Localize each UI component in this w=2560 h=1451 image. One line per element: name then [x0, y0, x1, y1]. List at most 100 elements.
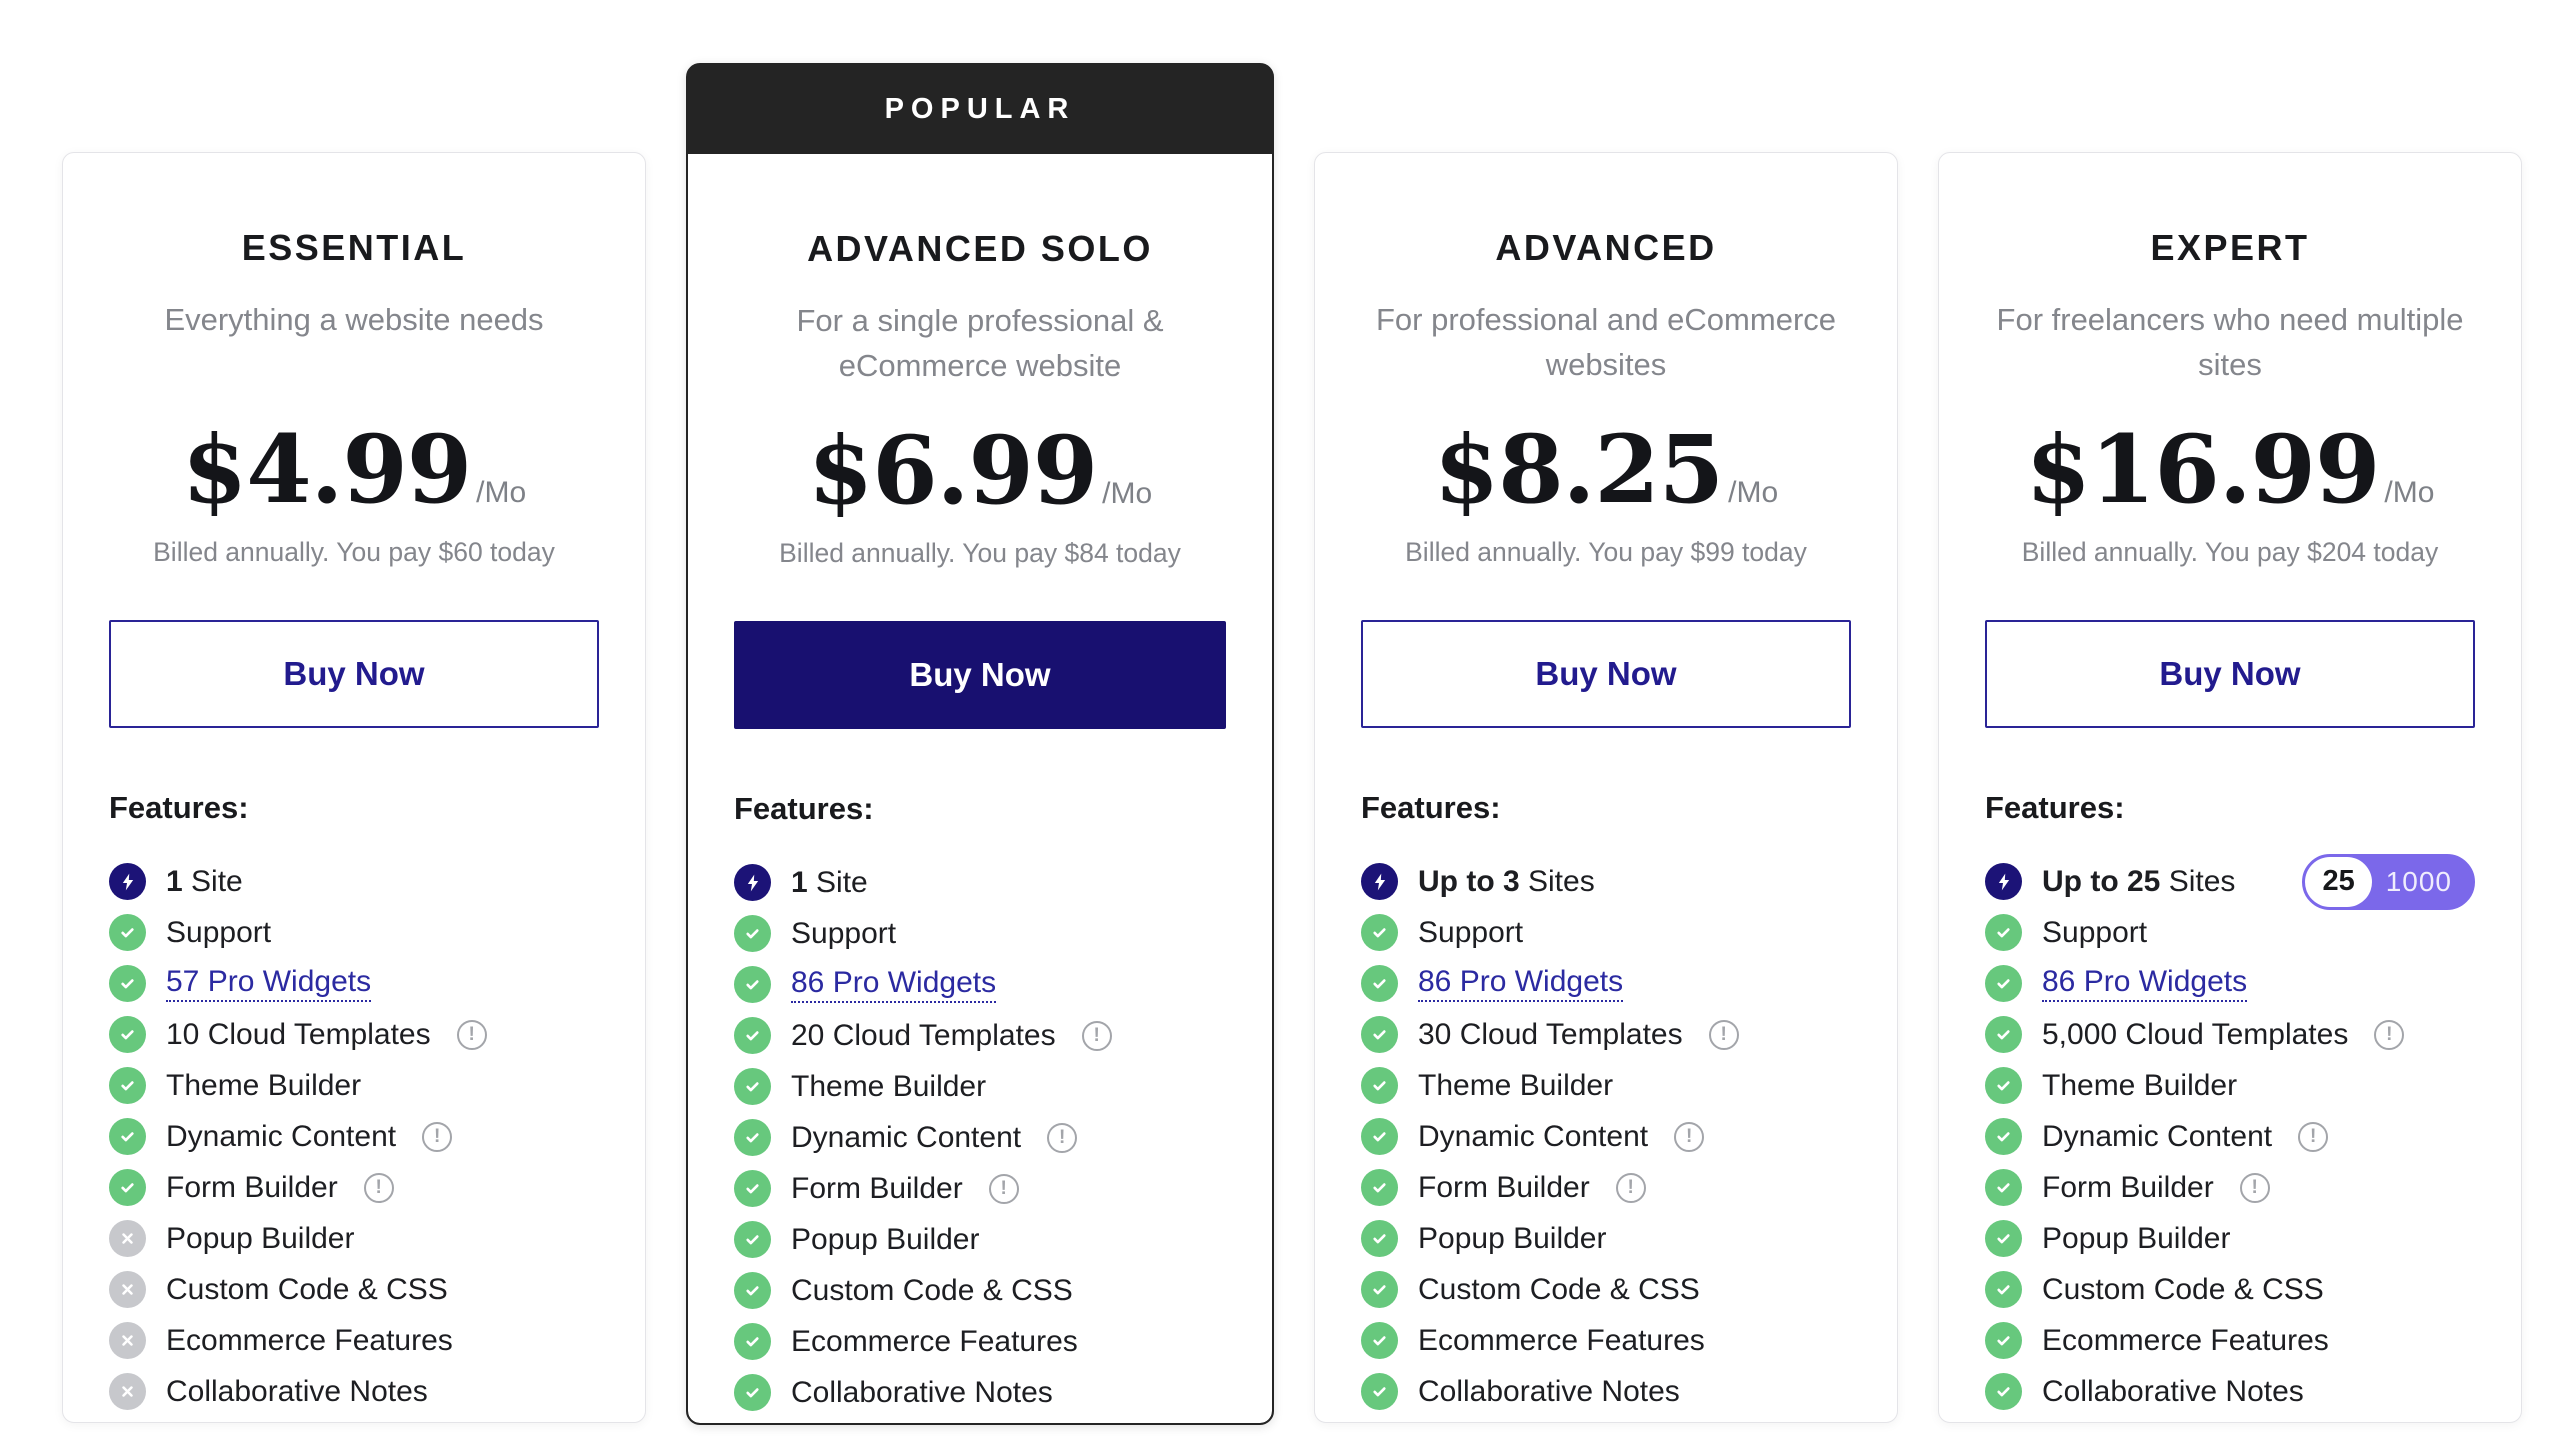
- check-icon: [734, 1221, 771, 1258]
- buy-now-button[interactable]: Buy Now: [1985, 620, 2475, 728]
- feature-row: Form Builder!: [1985, 1162, 2475, 1213]
- feature-row: Theme Builder: [1361, 1060, 1851, 1111]
- check-icon: [1985, 1373, 2022, 1410]
- info-icon[interactable]: !: [1708, 1019, 1739, 1050]
- feature-link[interactable]: 86 Pro Widgets: [791, 966, 997, 1003]
- feature-text: Popup Builder: [1418, 1221, 1607, 1255]
- info-icon[interactable]: !: [2374, 1019, 2405, 1050]
- toggle-option-25[interactable]: 25: [2305, 856, 2372, 907]
- feature-text: Custom Code & CSS: [166, 1272, 448, 1306]
- price-amount: $8.25: [1433, 415, 1724, 525]
- feature-row: Support: [1985, 907, 2475, 958]
- feature-text: Custom Code & CSS: [2042, 1272, 2324, 1306]
- billing-note: Billed annually. You pay $204 today: [2021, 537, 2439, 567]
- feature-text: Popup Builder: [2042, 1221, 2231, 1255]
- feature-row: Dynamic Content!: [1985, 1111, 2475, 1162]
- feature-text: 30 Cloud Templates: [1418, 1017, 1683, 1051]
- check-icon: [109, 1067, 146, 1104]
- feature-text: Form Builder: [1418, 1170, 1590, 1204]
- buy-now-button[interactable]: Buy Now: [1361, 620, 1851, 728]
- feature-row: Popup Builder: [1361, 1213, 1851, 1264]
- bolt-icon: [109, 863, 146, 900]
- sites-toggle[interactable]: 25 1000: [2302, 853, 2475, 910]
- check-icon: [1361, 965, 1398, 1002]
- feature-row: Collaborative Notes: [1985, 1366, 2475, 1417]
- check-icon: [109, 914, 146, 951]
- feature-text: Up to 25 Sites: [2042, 864, 2236, 898]
- feature-text: Ecommerce Features: [166, 1323, 453, 1357]
- feature-link[interactable]: 57 Pro Widgets: [166, 965, 372, 1002]
- plan-card-advanced: ADVANCED For professional and eCommerce …: [1314, 152, 1898, 1423]
- price-amount: $4.99: [181, 415, 472, 525]
- feature-row: Support: [109, 907, 599, 958]
- feature-text: Collaborative Notes: [166, 1374, 428, 1408]
- feature-text: Ecommerce Features: [2042, 1323, 2329, 1357]
- check-icon: [1361, 1118, 1398, 1155]
- feature-text: Support: [2042, 915, 2148, 949]
- feature-row: Form Builder!: [734, 1163, 1226, 1214]
- feature-text: Support: [1418, 915, 1524, 949]
- feature-row: Popup Builder: [109, 1213, 599, 1264]
- price-period: /Mo: [1102, 477, 1153, 510]
- feature-row: Custom Code & CSS: [109, 1264, 599, 1315]
- check-icon: [1985, 1271, 2022, 1308]
- feature-row: Dynamic Content!: [1361, 1111, 1851, 1162]
- info-icon[interactable]: !: [1081, 1020, 1112, 1051]
- buy-now-button[interactable]: Buy Now: [109, 620, 599, 728]
- feature-row: Popup Builder: [734, 1214, 1226, 1265]
- cross-icon: [109, 1373, 146, 1410]
- plan-description: Everything a website needs: [164, 302, 544, 337]
- billing-note: Billed annually. You pay $60 today: [153, 537, 555, 567]
- cross-icon: [109, 1271, 146, 1308]
- feature-row: Collaborative Notes: [1361, 1366, 1851, 1417]
- feature-row: Support: [734, 908, 1226, 959]
- feature-row: 30 Cloud Templates!: [1361, 1009, 1851, 1060]
- plan-card-expert: EXPERT For freelancers who need multiple…: [1938, 152, 2522, 1423]
- info-icon[interactable]: !: [1674, 1121, 1705, 1152]
- info-icon[interactable]: !: [1047, 1122, 1078, 1153]
- feature-text: Ecommerce Features: [791, 1324, 1078, 1358]
- info-icon[interactable]: !: [2239, 1172, 2270, 1203]
- check-icon: [1361, 914, 1398, 951]
- feature-row: Ecommerce Features: [1985, 1315, 2475, 1366]
- info-icon[interactable]: !: [456, 1019, 487, 1050]
- plan-card-advanced-solo-body: ADVANCED SOLO For a single professional …: [688, 154, 1272, 1423]
- info-icon[interactable]: !: [1615, 1172, 1646, 1203]
- check-icon: [1985, 1220, 2022, 1257]
- feature-text: Dynamic Content: [166, 1119, 397, 1153]
- feature-text: Custom Code & CSS: [791, 1273, 1073, 1307]
- feature-row: Dynamic Content!: [109, 1111, 599, 1162]
- price-period: /Mo: [1728, 476, 1779, 509]
- billing-note: Billed annually. You pay $84 today: [779, 538, 1181, 568]
- feature-row: 10 Cloud Templates!: [109, 1009, 599, 1060]
- feature-text: Dynamic Content: [2042, 1119, 2273, 1153]
- feature-row: Ecommerce Features: [109, 1315, 599, 1366]
- plan-card-essential: ESSENTIAL Everything a website needs $4.…: [62, 152, 646, 1423]
- feature-row: 86 Pro Widgets: [1361, 958, 1851, 1009]
- check-icon: [734, 1068, 771, 1105]
- features-list: Up to 25 Sites 25 1000 Support 86 Pro Widget…: [1985, 853, 2475, 1417]
- plan-description: For a single professional & eCommerce we…: [796, 303, 1164, 383]
- check-icon: [1361, 1016, 1398, 1053]
- price-amount: $6.99: [807, 416, 1098, 526]
- feature-link[interactable]: 86 Pro Widgets: [2042, 965, 2248, 1002]
- feature-text: Up to 3 Sites: [1418, 864, 1595, 898]
- feature-row: Collaborative Notes: [109, 1366, 599, 1417]
- popular-badge: POPULAR: [688, 65, 1272, 154]
- price-period: /Mo: [476, 476, 527, 509]
- feature-text: Popup Builder: [791, 1222, 980, 1256]
- info-icon[interactable]: !: [988, 1173, 1019, 1204]
- info-icon[interactable]: !: [2298, 1121, 2329, 1152]
- feature-link[interactable]: 86 Pro Widgets: [1418, 965, 1624, 1002]
- check-icon: [1361, 1271, 1398, 1308]
- feature-row: Ecommerce Features: [1361, 1315, 1851, 1366]
- features-heading: Features:: [1361, 790, 1501, 825]
- features-heading: Features:: [1985, 790, 2125, 825]
- info-icon[interactable]: !: [363, 1172, 394, 1203]
- toggle-option-1000[interactable]: 1000: [2385, 865, 2452, 897]
- buy-now-button[interactable]: Buy Now: [734, 621, 1226, 729]
- feature-text: Ecommerce Features: [1418, 1323, 1705, 1357]
- feature-text: 1 Site: [791, 865, 868, 899]
- info-icon[interactable]: !: [422, 1121, 453, 1152]
- check-icon: [1361, 1169, 1398, 1206]
